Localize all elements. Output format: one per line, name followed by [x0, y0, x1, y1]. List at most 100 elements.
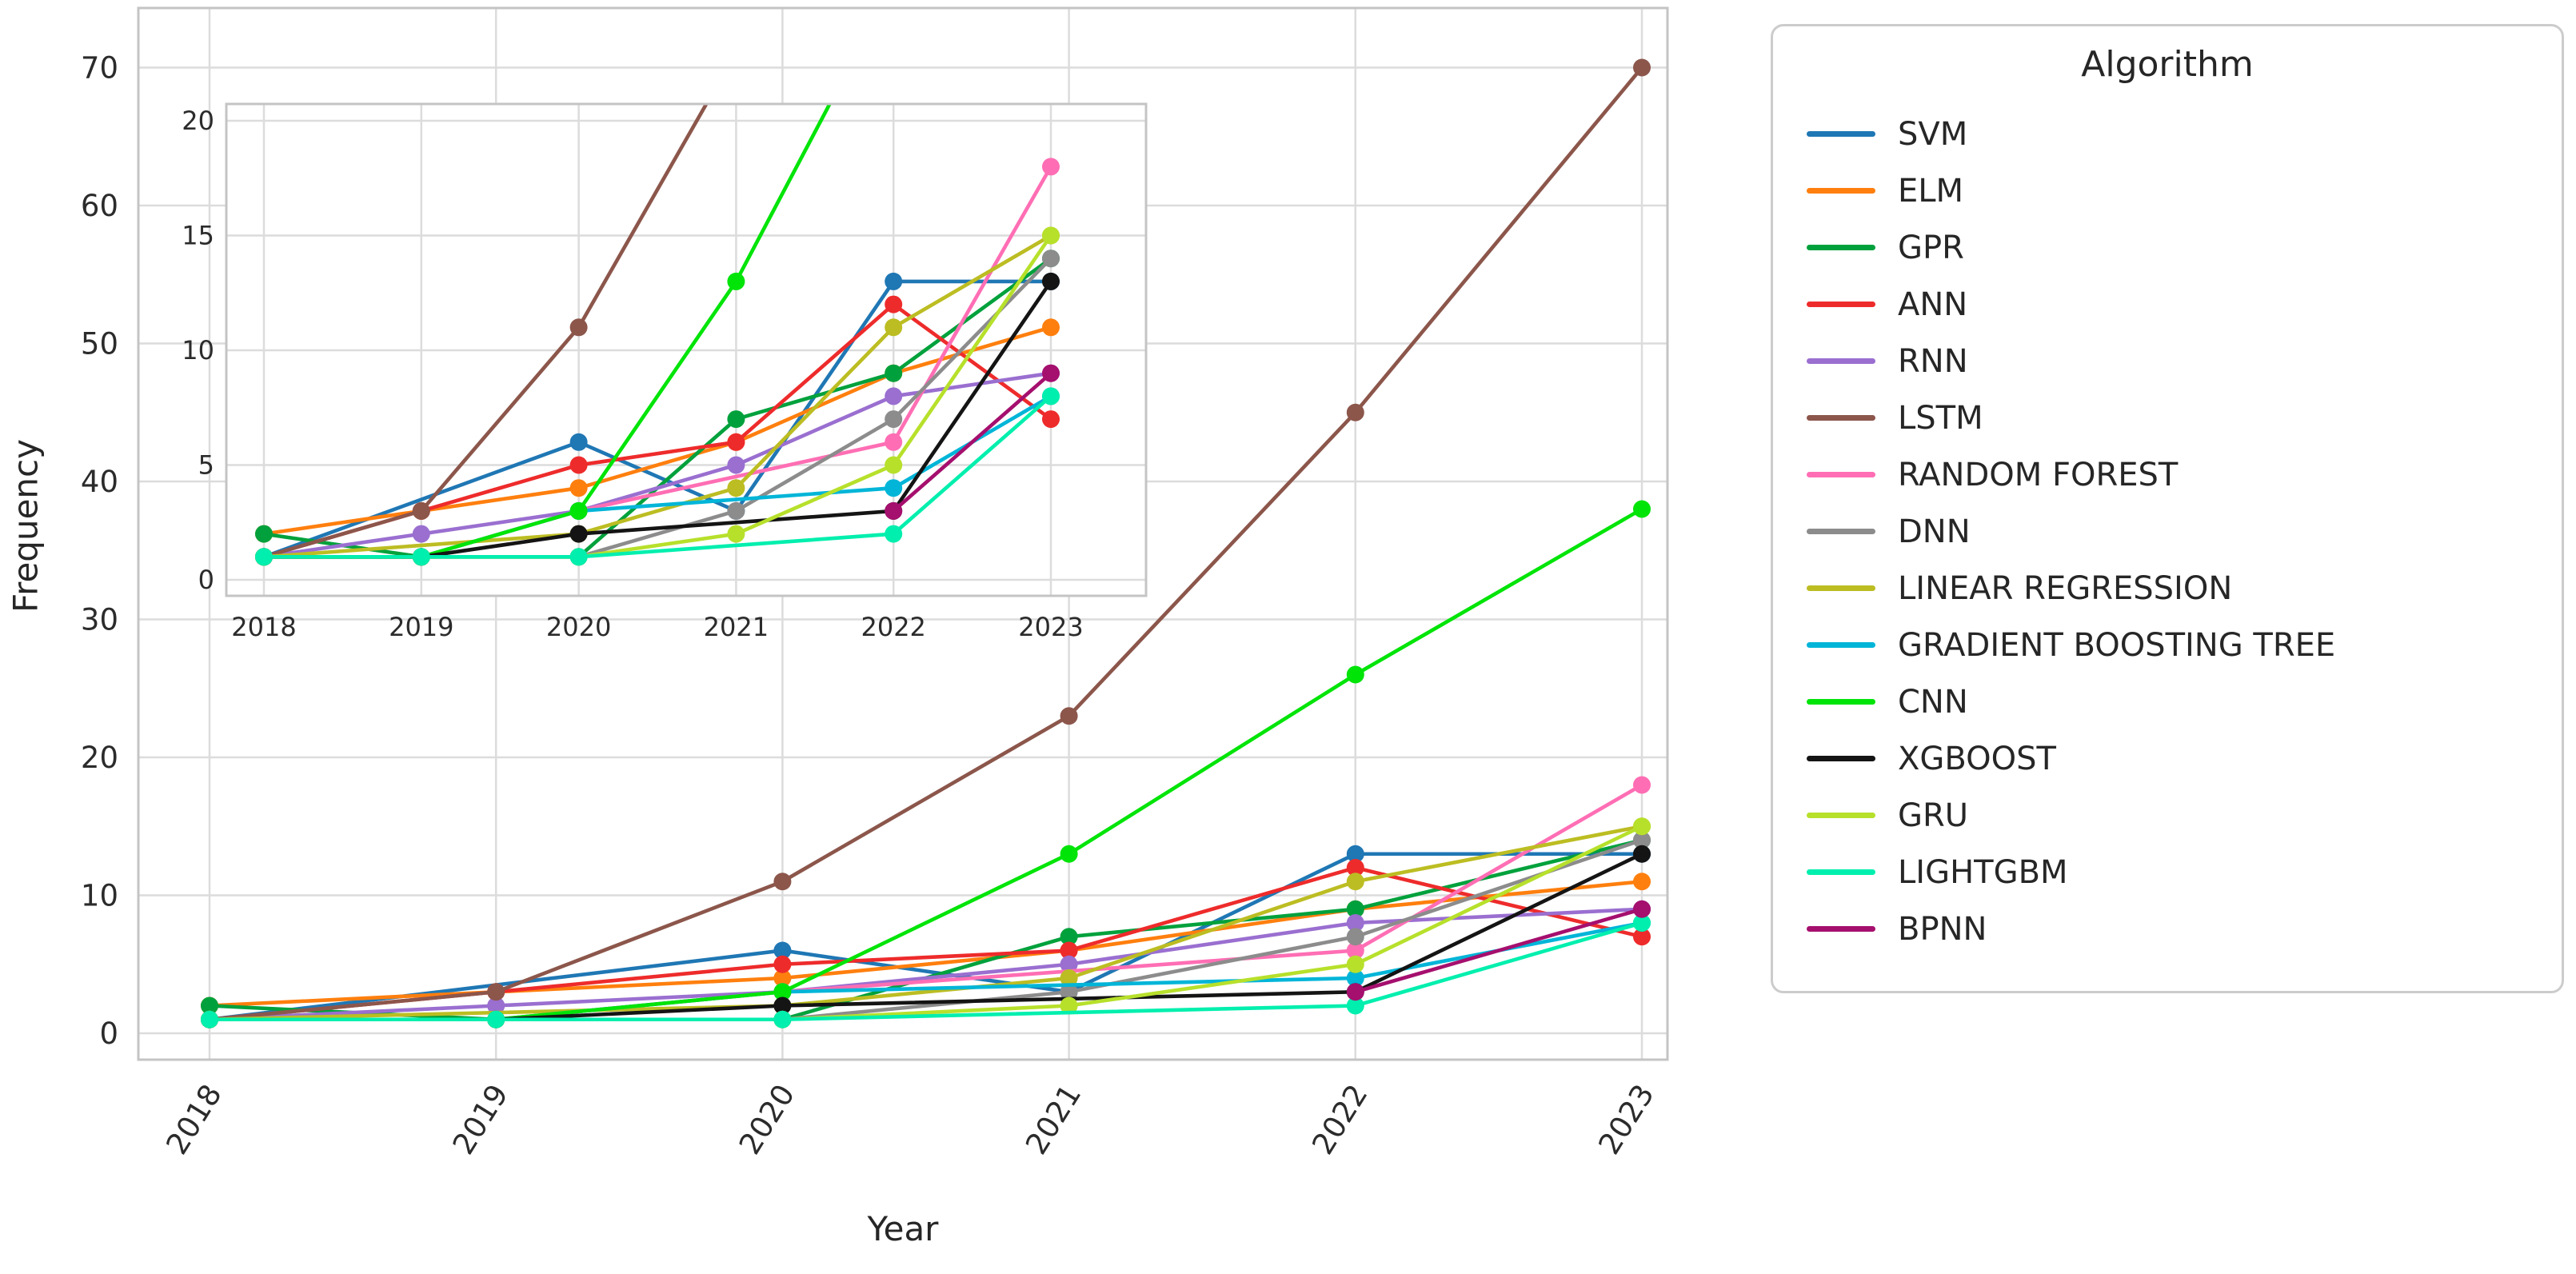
series-marker-random-forest: [1346, 941, 1364, 960]
series-marker-xgboost: [773, 996, 792, 1015]
legend-swatch-icon: [1807, 926, 1875, 932]
legend-swatch-icon: [1807, 302, 1875, 307]
series-marker-ann: [1633, 928, 1651, 946]
legend-item-label: LIGHTGBM: [1898, 853, 2068, 891]
series-marker-linear-regression: [1346, 873, 1364, 891]
series-marker-lstm: [1633, 58, 1651, 77]
legend-item-lstm: LSTM: [1807, 389, 2562, 446]
legend-item-elm: ELM: [1807, 162, 2562, 219]
main-ytick-label: 70: [81, 51, 118, 86]
series-marker-gpr: [201, 996, 218, 1015]
main-ytick-label: 0: [99, 1016, 118, 1051]
legend-item-label: GRU: [1898, 797, 1969, 834]
legend-item-gradient-boosting-tree: GRADIENT BOOSTING TREE: [1807, 617, 2562, 673]
series-line-elm: [207, 879, 1644, 1008]
series-marker-dnn: [1060, 983, 1078, 1001]
series-marker-lightgbm: [569, 548, 588, 566]
inset-xtick-label: 2020: [546, 612, 611, 642]
series-marker-lightgbm: [773, 1010, 792, 1028]
series-marker-bpnn: [1346, 983, 1364, 1001]
legend-item-label: ELM: [1898, 172, 1964, 210]
legend-item-label: RANDOM FOREST: [1898, 456, 2179, 493]
main-xtick-label: 2022: [1305, 1078, 1374, 1160]
main-xtick-label: 2023: [1592, 1078, 1660, 1160]
legend-swatch-icon: [1807, 813, 1875, 818]
main-ytick-label: 30: [81, 603, 118, 637]
inset-plot-border: [225, 102, 1148, 597]
series-marker-random-forest: [885, 433, 903, 451]
legend-item-random-forest: RANDOM FOREST: [1807, 446, 2562, 503]
series-marker-gpr: [1346, 900, 1364, 918]
legend-item-bpnn: BPNN: [1807, 901, 2562, 957]
series-marker-random-forest: [1633, 776, 1651, 794]
inset-xtick-label: 2023: [1018, 612, 1083, 642]
legend-item-lightgbm: LIGHTGBM: [1807, 844, 2562, 901]
series-marker-dnn: [1042, 250, 1060, 268]
series-marker-xgboost: [569, 525, 588, 543]
legend-item-label: GRADIENT BOOSTING TREE: [1898, 626, 2336, 664]
legend-items: SVM ELM GPR ANN RNN LSTM RANDOM FOREST DNN LINEA…: [1807, 106, 2562, 957]
legend-item-label: DNN: [1898, 513, 1971, 550]
series-marker-ann: [885, 295, 903, 314]
legend-item-label: GPR: [1898, 229, 1964, 266]
main-ytick-label: 50: [81, 327, 118, 361]
series-marker-gru: [1346, 955, 1364, 973]
inset-ytick-label: 15: [182, 221, 214, 251]
legend-item-label: CNN: [1898, 683, 1968, 721]
main-xtick-label: 2020: [733, 1078, 801, 1160]
series-marker-ann: [773, 955, 792, 973]
series-marker-lightgbm: [412, 548, 430, 566]
series-marker-lightgbm: [1633, 914, 1651, 932]
legend-swatch-icon: [1807, 642, 1875, 648]
inset-xtick-label: 2019: [389, 612, 453, 642]
legend-item-label: LINEAR REGRESSION: [1898, 569, 2233, 607]
series-marker-gpr: [1060, 928, 1078, 946]
series-marker-ann: [1060, 941, 1078, 960]
inset-ytick-label: 10: [182, 335, 214, 365]
series-marker-linear-regression: [1060, 969, 1078, 987]
series-marker-dnn: [1633, 831, 1651, 849]
legend-item-dnn: DNN: [1807, 503, 2562, 560]
legend-item-linear-regression: LINEAR REGRESSION: [1807, 560, 2562, 617]
legend-item-rnn: RNN: [1807, 333, 2562, 389]
series-marker-gpr: [885, 364, 903, 382]
series-marker-elm: [1042, 318, 1060, 337]
series-marker-gru: [727, 525, 745, 543]
legend-swatch-icon: [1807, 358, 1875, 364]
series-marker-gru: [1633, 817, 1651, 836]
main-ytick-label: 20: [81, 741, 118, 775]
series-line-lstm: [207, 66, 1644, 1022]
series-line-bpnn: [891, 371, 1053, 513]
series-marker-cnn: [1633, 500, 1651, 518]
series-marker-xgboost: [1633, 845, 1651, 863]
legend-title: Algorithm: [2081, 44, 2254, 85]
series-marker-rnn: [487, 996, 505, 1015]
inset-xtick-label: 2018: [231, 612, 296, 642]
series-marker-ann: [569, 456, 588, 474]
series-marker-gru: [1060, 996, 1078, 1015]
legend-item-label: ANN: [1898, 286, 1968, 323]
series-marker-lstm: [487, 983, 505, 1001]
series-marker-bpnn: [1633, 900, 1651, 918]
legend-item-label: RNN: [1898, 342, 1968, 380]
series-marker-ann: [1346, 859, 1364, 877]
legend-swatch-icon: [1807, 188, 1875, 194]
x-axis-label: Year: [867, 1209, 939, 1248]
legend-swatch-icon: [1807, 472, 1875, 477]
legend-swatch-icon: [1807, 869, 1875, 875]
series-marker-lstm: [1346, 403, 1364, 421]
series-marker-svm: [569, 433, 588, 451]
inset-ytick-label: 5: [198, 450, 214, 481]
series-line-bpnn: [1353, 907, 1644, 994]
series-marker-gru: [885, 456, 903, 474]
series-marker-svm: [885, 272, 903, 290]
main-ytick-label: 60: [81, 189, 118, 223]
main-xtick-label: 2021: [1019, 1078, 1088, 1160]
inset-ytick-label: 20: [182, 106, 214, 136]
series-marker-gradient-boosting-tree: [1346, 969, 1364, 987]
legend-item-cnn: CNN: [1807, 673, 2562, 730]
series-marker-lightgbm: [1042, 387, 1060, 405]
legend-swatch-icon: [1807, 756, 1875, 761]
series-marker-dnn: [727, 501, 745, 520]
